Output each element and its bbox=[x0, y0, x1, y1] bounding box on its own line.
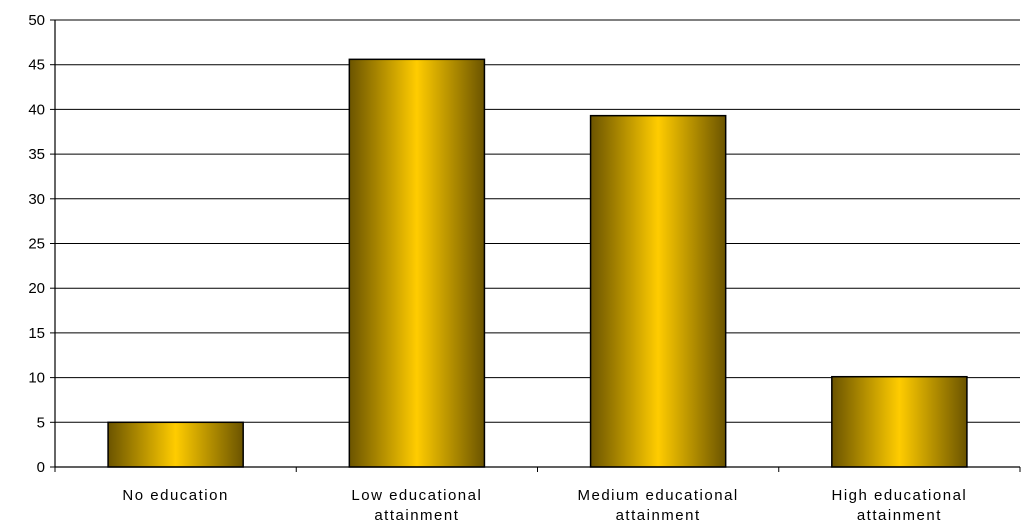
y-tick-label: 0 bbox=[37, 459, 45, 476]
y-tick-label: 25 bbox=[28, 236, 45, 253]
bar bbox=[107, 421, 244, 468]
y-tick-label: 30 bbox=[28, 191, 45, 208]
x-category-label: Medium educational bbox=[578, 487, 739, 504]
y-tick-label: 45 bbox=[28, 57, 45, 74]
bar bbox=[589, 114, 727, 468]
x-category-label: attainment bbox=[616, 507, 701, 524]
gridlines bbox=[55, 19, 1020, 423]
x-axis-category-labels: No education Low educational attainment Med… bbox=[122, 487, 968, 524]
x-category-label: No education bbox=[122, 487, 228, 504]
x-category-label: High educational bbox=[832, 487, 968, 504]
x-category-label: attainment bbox=[857, 507, 942, 524]
y-tick-label: 15 bbox=[28, 325, 45, 342]
y-tick-label: 50 bbox=[28, 12, 45, 29]
y-tick-label: 35 bbox=[28, 146, 45, 163]
axes bbox=[50, 19, 1021, 472]
bar bbox=[348, 58, 486, 468]
y-tick-label: 20 bbox=[28, 280, 45, 297]
y-tick-label: 10 bbox=[28, 370, 45, 387]
bar bbox=[831, 375, 968, 468]
x-category-label: attainment bbox=[374, 507, 459, 524]
y-axis-tick-labels: 0 5 10 15 20 25 30 35 40 45 50 bbox=[28, 12, 45, 476]
x-category-label: Low educational bbox=[351, 487, 482, 504]
y-tick-label: 40 bbox=[28, 101, 45, 118]
y-tick-label: 5 bbox=[37, 414, 45, 431]
bars bbox=[107, 58, 968, 468]
